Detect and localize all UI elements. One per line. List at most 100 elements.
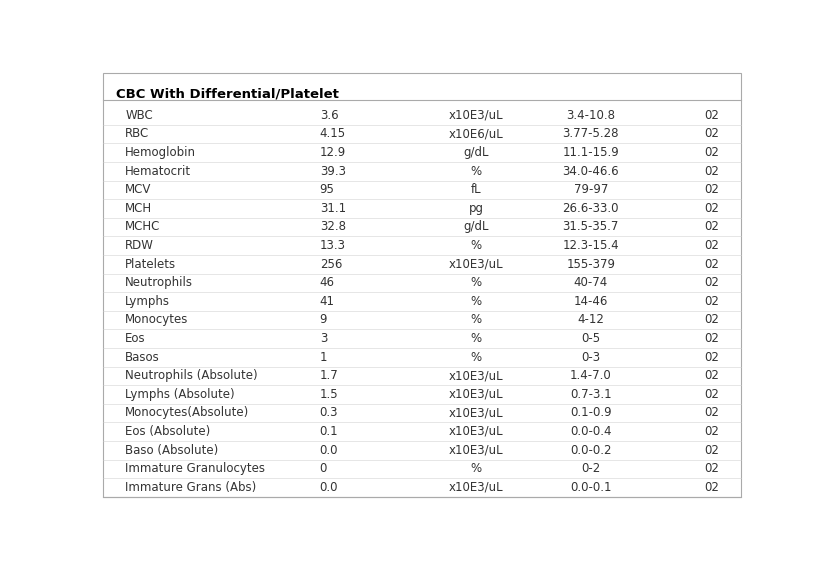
Text: 02: 02	[704, 109, 719, 122]
Text: Lymphs (Absolute): Lymphs (Absolute)	[125, 388, 235, 401]
Text: Baso (Absolute): Baso (Absolute)	[125, 443, 218, 457]
Text: x10E3/uL: x10E3/uL	[449, 443, 504, 457]
Text: 31.5-35.7: 31.5-35.7	[563, 220, 619, 233]
Text: x10E3/uL: x10E3/uL	[449, 388, 504, 401]
Text: 02: 02	[704, 295, 719, 308]
Text: Eos (Absolute): Eos (Absolute)	[125, 425, 211, 438]
Text: 79-97: 79-97	[574, 183, 608, 196]
Text: 02: 02	[704, 183, 719, 196]
Text: 0-3: 0-3	[581, 351, 600, 363]
Text: 02: 02	[704, 258, 719, 271]
Text: 1.5: 1.5	[319, 388, 338, 401]
Text: x10E3/uL: x10E3/uL	[449, 369, 504, 382]
Text: %: %	[471, 295, 481, 308]
Text: %: %	[471, 351, 481, 363]
Text: %: %	[471, 276, 481, 289]
Text: 14-46: 14-46	[574, 295, 608, 308]
Text: 26.6-33.0: 26.6-33.0	[563, 202, 619, 215]
Text: 02: 02	[704, 425, 719, 438]
Text: 02: 02	[704, 332, 719, 345]
Text: 02: 02	[704, 164, 719, 178]
Text: Neutrophils (Absolute): Neutrophils (Absolute)	[125, 369, 258, 382]
Text: 02: 02	[704, 351, 719, 363]
Text: 0.7-3.1: 0.7-3.1	[570, 388, 611, 401]
Text: 02: 02	[704, 313, 719, 327]
Text: 11.1-15.9: 11.1-15.9	[562, 146, 619, 159]
Text: Eos: Eos	[125, 332, 146, 345]
Text: MCH: MCH	[125, 202, 152, 215]
Text: CBC With Differential/Platelet: CBC With Differential/Platelet	[115, 87, 338, 101]
Text: 256: 256	[319, 258, 342, 271]
Text: 0-2: 0-2	[581, 462, 601, 475]
Text: %: %	[471, 164, 481, 178]
Text: 3.77-5.28: 3.77-5.28	[563, 128, 619, 140]
Text: 02: 02	[704, 239, 719, 252]
Text: Hematocrit: Hematocrit	[125, 164, 191, 178]
Text: 1.7: 1.7	[319, 369, 338, 382]
Text: 02: 02	[704, 407, 719, 419]
Text: 02: 02	[704, 481, 719, 494]
Text: 02: 02	[704, 276, 719, 289]
Text: 41: 41	[319, 295, 335, 308]
Text: Immature Granulocytes: Immature Granulocytes	[125, 462, 265, 475]
Text: x10E3/uL: x10E3/uL	[449, 481, 504, 494]
Text: 0.0: 0.0	[319, 481, 338, 494]
Text: 9: 9	[319, 313, 328, 327]
Text: 12.9: 12.9	[319, 146, 346, 159]
Text: 02: 02	[704, 128, 719, 140]
Text: 0.0-0.2: 0.0-0.2	[570, 443, 611, 457]
Text: 02: 02	[704, 220, 719, 233]
Text: 34.0-46.6: 34.0-46.6	[562, 164, 619, 178]
Text: x10E3/uL: x10E3/uL	[449, 407, 504, 419]
Text: 95: 95	[319, 183, 335, 196]
Text: 3.4-10.8: 3.4-10.8	[566, 109, 616, 122]
Text: 4.15: 4.15	[319, 128, 346, 140]
Text: 1.4-7.0: 1.4-7.0	[570, 369, 611, 382]
Text: Immature Grans (Abs): Immature Grans (Abs)	[125, 481, 257, 494]
Text: 02: 02	[704, 369, 719, 382]
Text: fL: fL	[471, 183, 481, 196]
Text: x10E3/uL: x10E3/uL	[449, 258, 504, 271]
Text: pg: pg	[468, 202, 483, 215]
Text: 0: 0	[319, 462, 327, 475]
Text: g/dL: g/dL	[463, 220, 489, 233]
Text: Neutrophils: Neutrophils	[125, 276, 193, 289]
Text: %: %	[471, 239, 481, 252]
Text: Lymphs: Lymphs	[125, 295, 170, 308]
Text: 40-74: 40-74	[574, 276, 608, 289]
Text: g/dL: g/dL	[463, 146, 489, 159]
Text: Monocytes(Absolute): Monocytes(Absolute)	[125, 407, 249, 419]
Text: 46: 46	[319, 276, 335, 289]
Text: 02: 02	[704, 202, 719, 215]
Text: 39.3: 39.3	[319, 164, 346, 178]
Text: 0.1-0.9: 0.1-0.9	[570, 407, 611, 419]
Text: Basos: Basos	[125, 351, 160, 363]
Text: WBC: WBC	[125, 109, 153, 122]
Text: 12.3-15.4: 12.3-15.4	[562, 239, 619, 252]
Text: 155-379: 155-379	[566, 258, 616, 271]
Text: Platelets: Platelets	[125, 258, 176, 271]
Text: 1: 1	[319, 351, 328, 363]
Text: Hemoglobin: Hemoglobin	[125, 146, 196, 159]
Text: 02: 02	[704, 146, 719, 159]
Text: MCV: MCV	[125, 183, 151, 196]
Text: 32.8: 32.8	[319, 220, 346, 233]
Text: Monocytes: Monocytes	[125, 313, 188, 327]
Text: 0-5: 0-5	[581, 332, 600, 345]
Text: MCHC: MCHC	[125, 220, 160, 233]
Text: 3: 3	[319, 332, 327, 345]
Text: x10E3/uL: x10E3/uL	[449, 425, 504, 438]
Text: 4-12: 4-12	[578, 313, 604, 327]
Text: 0.0-0.1: 0.0-0.1	[570, 481, 611, 494]
Text: RDW: RDW	[125, 239, 154, 252]
Text: 02: 02	[704, 462, 719, 475]
Text: 0.0: 0.0	[319, 443, 338, 457]
Text: x10E3/uL: x10E3/uL	[449, 109, 504, 122]
Text: 02: 02	[704, 443, 719, 457]
Text: 13.3: 13.3	[319, 239, 346, 252]
Text: 3.6: 3.6	[319, 109, 338, 122]
Text: %: %	[471, 313, 481, 327]
Text: 0.3: 0.3	[319, 407, 338, 419]
Text: %: %	[471, 332, 481, 345]
Text: x10E6/uL: x10E6/uL	[449, 128, 504, 140]
